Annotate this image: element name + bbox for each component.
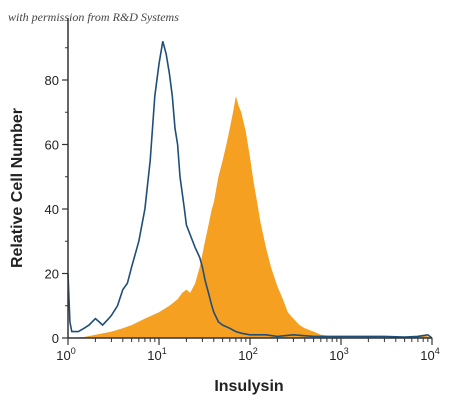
series-1-outline-histogram <box>67 41 433 339</box>
x-tick-label: 104 <box>420 346 439 363</box>
y-axis: 0 20 40 60 80 <box>45 18 69 346</box>
plot-area <box>67 41 433 339</box>
watermark: with permission from R&D Systems <box>8 10 179 24</box>
y-tick-label: 60 <box>45 138 59 153</box>
x-axis-title: Insulysin <box>214 378 283 395</box>
y-tick-label: 0 <box>52 331 59 346</box>
x-tick-label: 102 <box>238 346 257 363</box>
y-tick-label: 20 <box>45 267 59 282</box>
y-tick-label: 40 <box>45 202 59 217</box>
y-tick-label: 80 <box>45 73 59 88</box>
y-axis-title: Relative Cell Number <box>9 108 26 268</box>
x-tick-label: 103 <box>329 346 348 363</box>
x-tick-label: 100 <box>56 346 75 363</box>
series-0-filled-histogram <box>68 96 432 338</box>
x-tick-label: 101 <box>147 346 166 363</box>
x-axis: 100 101 102 103 104 <box>56 337 440 363</box>
